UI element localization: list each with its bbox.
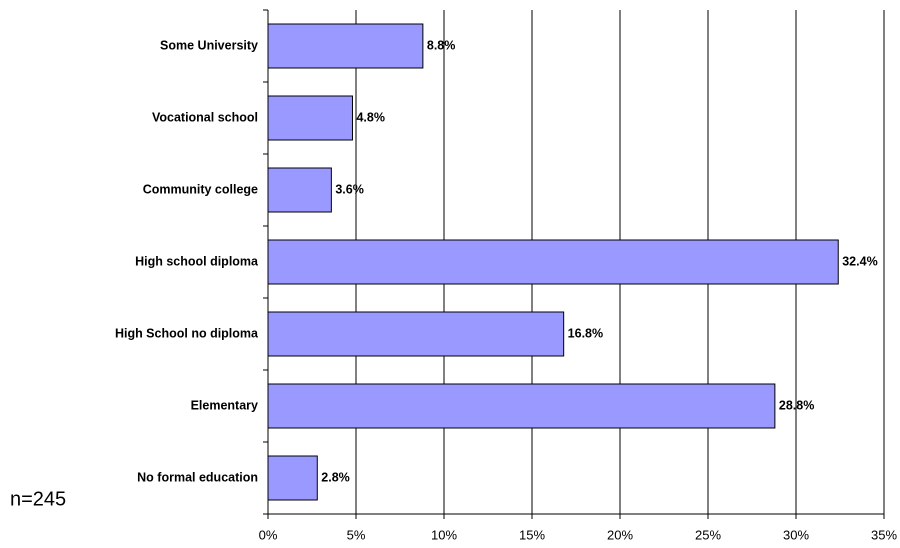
y-tick-label: Community college: [143, 182, 258, 196]
x-tick-label: 5%: [347, 527, 366, 542]
value-label: 8.8%: [427, 38, 456, 52]
value-label: 2.8%: [321, 470, 350, 484]
bar: [267, 239, 839, 285]
x-tick-label: 15%: [519, 527, 545, 542]
y-tick-label: Vocational school: [152, 110, 258, 124]
bar: [267, 311, 565, 357]
x-tick-label: 25%: [695, 527, 721, 542]
x-tick-label: 20%: [607, 527, 633, 542]
value-label: 32.4%: [842, 254, 877, 268]
value-label: 4.8%: [356, 110, 385, 124]
x-tick-label: 0%: [259, 527, 278, 542]
bar: [267, 95, 353, 141]
value-label: 16.8%: [568, 326, 603, 340]
y-tick-label: High school diploma: [135, 254, 259, 268]
bar: [267, 383, 776, 429]
y-tick-label: Elementary: [191, 398, 258, 412]
bar: [267, 455, 318, 501]
annotation: n=245: [10, 488, 66, 510]
bar: [267, 23, 424, 69]
y-tick-label: No formal education: [137, 470, 258, 484]
y-tick-label: High School no diploma: [115, 326, 259, 340]
value-label: 28.8%: [779, 398, 814, 412]
x-tick-label: 30%: [783, 527, 809, 542]
bar: [267, 167, 332, 213]
x-tick-label: 35%: [871, 527, 897, 542]
y-tick-label: Some University: [160, 38, 258, 52]
x-tick-label: 10%: [431, 527, 457, 542]
value-label: 3.6%: [335, 182, 364, 196]
